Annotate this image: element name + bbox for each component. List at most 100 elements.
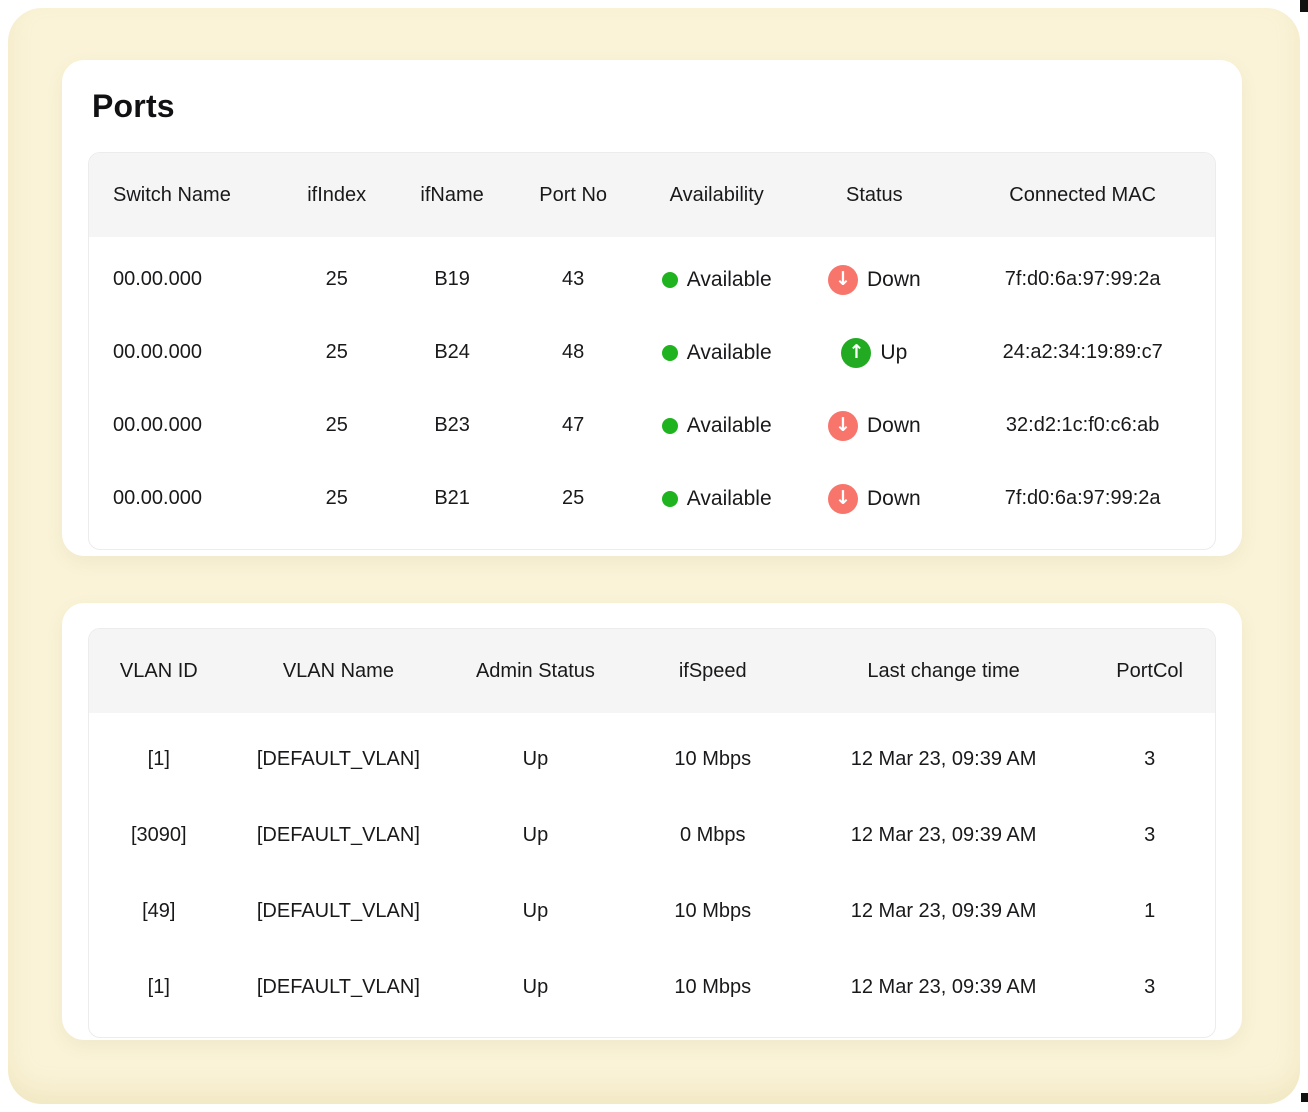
table-row: 00.00.000 25 B21 25 Available ↓ Down 7f:…: [89, 462, 1215, 535]
vlan-name-cell: [DEFAULT_VLAN]: [256, 899, 420, 922]
table-row: 00.00.000 25 B19 43 Available ↓ Down 7f:…: [89, 243, 1215, 316]
screen-crop-artifact: [1301, 1093, 1308, 1102]
ifname-cell: B24: [434, 341, 470, 363]
column-header-ifindex: ifIndex: [307, 183, 367, 206]
vlan-card: VLAN ID VLAN Name Admin Status ifSpeed L…: [62, 603, 1242, 1040]
green-dot-icon: [661, 417, 678, 434]
switch-name-cell: 00.00.000: [113, 268, 202, 290]
port-no-cell: 25: [562, 487, 585, 509]
arrow-down-circle-icon: ↓: [827, 264, 858, 295]
ifspeed-cell: 10 Mbps: [674, 747, 752, 770]
arrow-down-circle-icon: ↓: [827, 483, 858, 514]
column-header-port-no: Port No: [539, 183, 608, 206]
admin-status-cell: Up: [522, 975, 549, 998]
column-header-ifspeed: ifSpeed: [678, 659, 747, 682]
status-cell: ↓ Down: [798, 410, 950, 441]
availability-label: Available: [686, 267, 772, 291]
last-change-time-cell: 12 Mar 23, 09:39 AM: [850, 975, 1037, 998]
column-header-portcol: PortCol: [1116, 659, 1183, 682]
vlan-table-body: [1] [DEFAULT_VLAN] Up 10 Mbps 12 Mar 23,…: [89, 713, 1215, 1037]
vlan-table: VLAN ID VLAN Name Admin Status ifSpeed L…: [88, 628, 1216, 1038]
status-cell: ↓ Down: [798, 483, 950, 514]
portcol-cell: 3: [1144, 823, 1156, 846]
ifname-cell: B23: [434, 414, 470, 436]
ifname-cell: B21: [434, 487, 470, 509]
status-label: Up: [880, 340, 908, 364]
ports-card: Ports Switch Name ifIndex ifName Port No…: [62, 60, 1242, 556]
port-no-cell: 48: [562, 341, 585, 363]
status-cell: ↑ Up: [798, 337, 950, 368]
column-header-ifname: ifName: [420, 183, 484, 206]
ifspeed-cell: 10 Mbps: [674, 899, 752, 922]
column-header-vlan-name: VLAN Name: [282, 659, 394, 682]
vlan-id-cell: [49]: [142, 899, 176, 922]
ifspeed-cell: 10 Mbps: [674, 975, 752, 998]
green-dot-icon: [661, 490, 678, 507]
status-label: Down: [866, 486, 921, 510]
switch-name-cell: 00.00.000: [113, 341, 202, 363]
column-header-connected-mac: Connected MAC: [1009, 183, 1157, 206]
arrow-up-circle-icon: ↑: [841, 337, 872, 368]
vlan-name-cell: [DEFAULT_VLAN]: [256, 747, 420, 770]
table-row: [1] [DEFAULT_VLAN] Up 10 Mbps 12 Mar 23,…: [89, 721, 1215, 797]
admin-status-cell: Up: [522, 899, 549, 922]
vlan-table-header-row: VLAN ID VLAN Name Admin Status ifSpeed L…: [89, 629, 1215, 713]
ports-table: Switch Name ifIndex ifName Port No Avail…: [88, 152, 1216, 550]
green-dot-icon: [661, 271, 678, 288]
availability-cell: Available: [635, 414, 798, 438]
availability-cell: Available: [635, 341, 798, 365]
column-header-status: Status: [845, 183, 903, 206]
ports-table-header-row: Switch Name ifIndex ifName Port No Avail…: [89, 153, 1215, 237]
status-label: Down: [866, 267, 921, 291]
availability-label: Available: [686, 486, 772, 510]
portcol-cell: 3: [1144, 747, 1156, 770]
arrow-down-circle-icon: ↓: [827, 410, 858, 441]
switch-name-cell: 00.00.000: [113, 414, 202, 436]
ifname-cell: B19: [434, 268, 470, 290]
vlan-name-cell: [DEFAULT_VLAN]: [256, 975, 420, 998]
table-row: 00.00.000 25 B24 48 Available ↑ Up 24:a2…: [89, 316, 1215, 389]
screen-crop-artifact: [1300, 0, 1308, 12]
last-change-time-cell: 12 Mar 23, 09:39 AM: [850, 823, 1037, 846]
admin-status-cell: Up: [522, 823, 549, 846]
ifindex-cell: 25: [325, 341, 348, 363]
column-header-last-change-time: Last change time: [867, 659, 1020, 682]
connected-mac-cell: 7f:d0:6a:97:99:2a: [1004, 268, 1161, 290]
portcol-cell: 1: [1144, 899, 1156, 922]
table-row: [49] [DEFAULT_VLAN] Up 10 Mbps 12 Mar 23…: [89, 873, 1215, 949]
ifindex-cell: 25: [325, 414, 348, 436]
vlan-id-cell: [3090]: [131, 823, 187, 846]
table-row: [3090] [DEFAULT_VLAN] Up 0 Mbps 12 Mar 2…: [89, 797, 1215, 873]
switch-name-cell: 00.00.000: [113, 487, 202, 509]
portcol-cell: 3: [1144, 975, 1156, 998]
table-row: 00.00.000 25 B23 47 Available ↓ Down 32:…: [89, 389, 1215, 462]
status-cell: ↓ Down: [798, 264, 950, 295]
column-header-admin-status: Admin Status: [475, 659, 595, 682]
column-header-vlan-id: VLAN ID: [119, 659, 198, 682]
last-change-time-cell: 12 Mar 23, 09:39 AM: [850, 899, 1037, 922]
connected-mac-cell: 24:a2:34:19:89:c7: [1002, 341, 1163, 363]
ifindex-cell: 25: [325, 487, 348, 509]
column-header-switch-name: Switch Name: [113, 183, 231, 206]
dashboard-panel: Ports Switch Name ifIndex ifName Port No…: [8, 8, 1300, 1104]
ifindex-cell: 25: [325, 268, 348, 290]
ports-card-title: Ports: [92, 88, 175, 124]
availability-label: Available: [686, 340, 772, 364]
vlan-name-cell: [DEFAULT_VLAN]: [256, 823, 420, 846]
table-row: [1] [DEFAULT_VLAN] Up 10 Mbps 12 Mar 23,…: [89, 949, 1215, 1025]
port-no-cell: 47: [562, 414, 585, 436]
port-no-cell: 43: [562, 268, 585, 290]
availability-label: Available: [686, 413, 772, 437]
vlan-id-cell: [1]: [147, 747, 170, 770]
last-change-time-cell: 12 Mar 23, 09:39 AM: [850, 747, 1037, 770]
availability-cell: Available: [635, 268, 798, 292]
ifspeed-cell: 0 Mbps: [679, 823, 746, 846]
status-label: Down: [866, 413, 921, 437]
availability-cell: Available: [635, 487, 798, 511]
connected-mac-cell: 32:d2:1c:f0:c6:ab: [1005, 414, 1160, 436]
ports-table-body: 00.00.000 25 B19 43 Available ↓ Down 7f:…: [89, 237, 1215, 549]
vlan-id-cell: [1]: [147, 975, 170, 998]
column-header-availability: Availability: [669, 183, 764, 206]
connected-mac-cell: 7f:d0:6a:97:99:2a: [1004, 487, 1161, 509]
admin-status-cell: Up: [522, 747, 549, 770]
